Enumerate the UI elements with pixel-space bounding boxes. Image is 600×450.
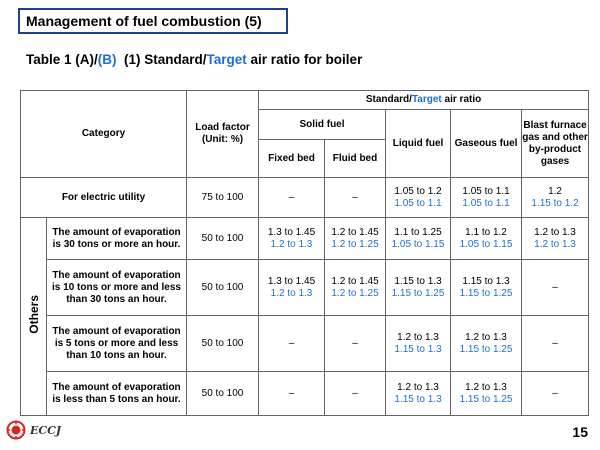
caption-prefix: Table 1 (A)/ xyxy=(26,52,98,67)
fixed-tgt: 1.2 to 1.3 xyxy=(270,287,313,299)
blast-std: 1.2 to 1.3 xyxy=(534,226,576,238)
header-solid-fuel: Solid fuel xyxy=(258,109,387,140)
caption-target: Target xyxy=(206,52,247,67)
electric-gas-tgt: 1.05 to 1.1 xyxy=(462,197,510,209)
electric-liquid-std: 1.05 to 1.2 xyxy=(394,185,442,197)
row-blast: – xyxy=(521,315,590,372)
header-target: Target xyxy=(411,94,442,105)
row-fluid: 1.2 to 1.45 1.2 to 1.25 xyxy=(324,217,387,260)
header-standard-suffix: air ratio xyxy=(441,94,482,105)
header-standard-target: Standard/Target air ratio xyxy=(258,90,590,110)
header-load-factor: Load factor (Unit: %) xyxy=(186,90,260,178)
header-standard-prefix: Standard/ xyxy=(365,94,412,105)
gas-tgt: 1.05 to 1.15 xyxy=(459,238,513,250)
fluid-tgt: 1.2 to 1.25 xyxy=(331,238,379,250)
liquid-std: 1.2 to 1.3 xyxy=(397,381,439,393)
row-fluid: – xyxy=(324,315,387,372)
header-fluid-bed: Fluid bed xyxy=(324,139,387,178)
row-load: 50 to 100 xyxy=(186,259,260,316)
row-blast: – xyxy=(521,259,590,316)
liquid-std: 1.15 to 1.3 xyxy=(394,275,442,287)
header-fixed-bed: Fixed bed xyxy=(258,139,326,178)
caption-b: (B) xyxy=(97,52,117,67)
row-liquid: 1.2 to 1.3 1.15 to 1.3 xyxy=(385,315,452,372)
gas-tgt: 1.15 to 1.25 xyxy=(459,287,513,299)
table-row: The amount of evaporation is less than 5… xyxy=(21,371,590,416)
row-fixed: – xyxy=(258,315,326,372)
electric-label: For electric utility xyxy=(19,177,188,218)
electric-blast: 1.2 1.15 to 1.2 xyxy=(521,177,590,218)
row-blast: 1.2 to 1.3 1.2 to 1.3 xyxy=(521,217,590,260)
fixed-std: 1.3 to 1.45 xyxy=(267,226,316,238)
row-load: 50 to 100 xyxy=(186,371,260,416)
liquid-tgt: 1.05 to 1.15 xyxy=(391,238,445,250)
fixed-std: 1.3 to 1.45 xyxy=(267,275,316,287)
gas-std: 1.1 to 1.2 xyxy=(465,226,507,238)
table-row: The amount of evaporation is 10 tons or … xyxy=(21,259,590,316)
row-fluid: – xyxy=(324,371,387,416)
electric-load: 75 to 100 xyxy=(186,177,260,218)
row-load: 50 to 100 xyxy=(186,315,260,372)
row-gas: 1.2 to 1.3 1.15 to 1.25 xyxy=(450,315,523,372)
table-row-electric: For electric utility 75 to 100 – – 1.05 … xyxy=(19,177,590,218)
header-liquid-fuel: Liquid fuel xyxy=(385,109,452,178)
row-fluid: 1.2 to 1.45 1.2 to 1.25 xyxy=(324,259,387,316)
table-row: The amount of evaporation is 5 tons or m… xyxy=(21,315,590,372)
row-liquid: 1.15 to 1.3 1.15 to 1.25 xyxy=(385,259,452,316)
row-fixed: – xyxy=(258,371,326,416)
others-label-cell: Others xyxy=(20,217,47,416)
row-blast: – xyxy=(521,371,590,416)
slide-title: Management of fuel combustion (5) xyxy=(18,8,288,34)
electric-blast-tgt: 1.15 to 1.2 xyxy=(531,197,579,209)
caption-mid: (1) Standard/ xyxy=(116,52,207,67)
row-desc: The amount of evaporation is 5 tons or m… xyxy=(45,315,188,372)
table-caption: Table 1 (A)/(B) (1) Standard/Target air … xyxy=(26,52,362,67)
row-desc: The amount of evaporation is less than 5… xyxy=(45,371,188,416)
row-desc: The amount of evaporation is 30 tons or … xyxy=(45,217,188,260)
header-category: Category xyxy=(19,90,188,178)
gas-tgt: 1.15 to 1.25 xyxy=(459,393,513,405)
others-label: Others xyxy=(26,295,41,334)
row-liquid: 1.1 to 1.25 1.05 to 1.15 xyxy=(385,217,452,260)
row-gas: 1.2 to 1.3 1.15 to 1.25 xyxy=(450,371,523,416)
eccj-logo: ECCJ xyxy=(6,420,61,440)
fluid-std: 1.2 to 1.45 xyxy=(331,275,379,287)
row-fixed: 1.3 to 1.45 1.2 to 1.3 xyxy=(258,259,326,316)
liquid-tgt: 1.15 to 1.3 xyxy=(394,393,442,405)
electric-liquid-tgt: 1.05 to 1.1 xyxy=(394,197,442,209)
electric-blast-std: 1.2 xyxy=(548,185,562,197)
fluid-tgt: 1.2 to 1.25 xyxy=(331,287,379,299)
row-gas: 1.1 to 1.2 1.05 to 1.15 xyxy=(450,217,523,260)
electric-gas: 1.05 to 1.1 1.05 to 1.1 xyxy=(450,177,523,218)
caption-suffix: air ratio for boiler xyxy=(246,52,363,67)
row-load: 50 to 100 xyxy=(186,217,260,260)
eccj-emblem-icon xyxy=(6,420,26,440)
electric-liquid: 1.05 to 1.2 1.05 to 1.1 xyxy=(385,177,452,218)
air-ratio-table: Category Load factor (Unit: %) Standard/… xyxy=(19,90,590,416)
electric-gas-std: 1.05 to 1.1 xyxy=(462,185,510,197)
row-fixed: 1.3 to 1.45 1.2 to 1.3 xyxy=(258,217,326,260)
row-gas: 1.15 to 1.3 1.15 to 1.25 xyxy=(450,259,523,316)
gas-tgt: 1.15 to 1.25 xyxy=(459,343,513,355)
gas-std: 1.15 to 1.3 xyxy=(462,275,510,287)
header-blast-furnace: Blast furnace gas and other by-product g… xyxy=(521,109,590,178)
liquid-tgt: 1.15 to 1.3 xyxy=(394,343,442,355)
liquid-tgt: 1.15 to 1.25 xyxy=(391,287,445,299)
blast-tgt: 1.2 to 1.3 xyxy=(534,238,576,250)
electric-fixed: – xyxy=(258,177,326,218)
fluid-std: 1.2 to 1.45 xyxy=(331,226,379,238)
logo-text: ECCJ xyxy=(30,423,62,437)
page-number: 15 xyxy=(572,424,588,440)
gas-std: 1.2 to 1.3 xyxy=(465,381,507,393)
header-gaseous-fuel: Gaseous fuel xyxy=(450,109,523,178)
fixed-tgt: 1.2 to 1.3 xyxy=(270,238,313,250)
electric-fluid: – xyxy=(324,177,387,218)
row-liquid: 1.2 to 1.3 1.15 to 1.3 xyxy=(385,371,452,416)
liquid-std: 1.2 to 1.3 xyxy=(397,331,439,343)
row-desc: The amount of evaporation is 10 tons or … xyxy=(45,259,188,316)
liquid-std: 1.1 to 1.25 xyxy=(394,226,442,238)
gas-std: 1.2 to 1.3 xyxy=(465,331,507,343)
table-row: Others The amount of evaporation is 30 t… xyxy=(20,217,590,416)
